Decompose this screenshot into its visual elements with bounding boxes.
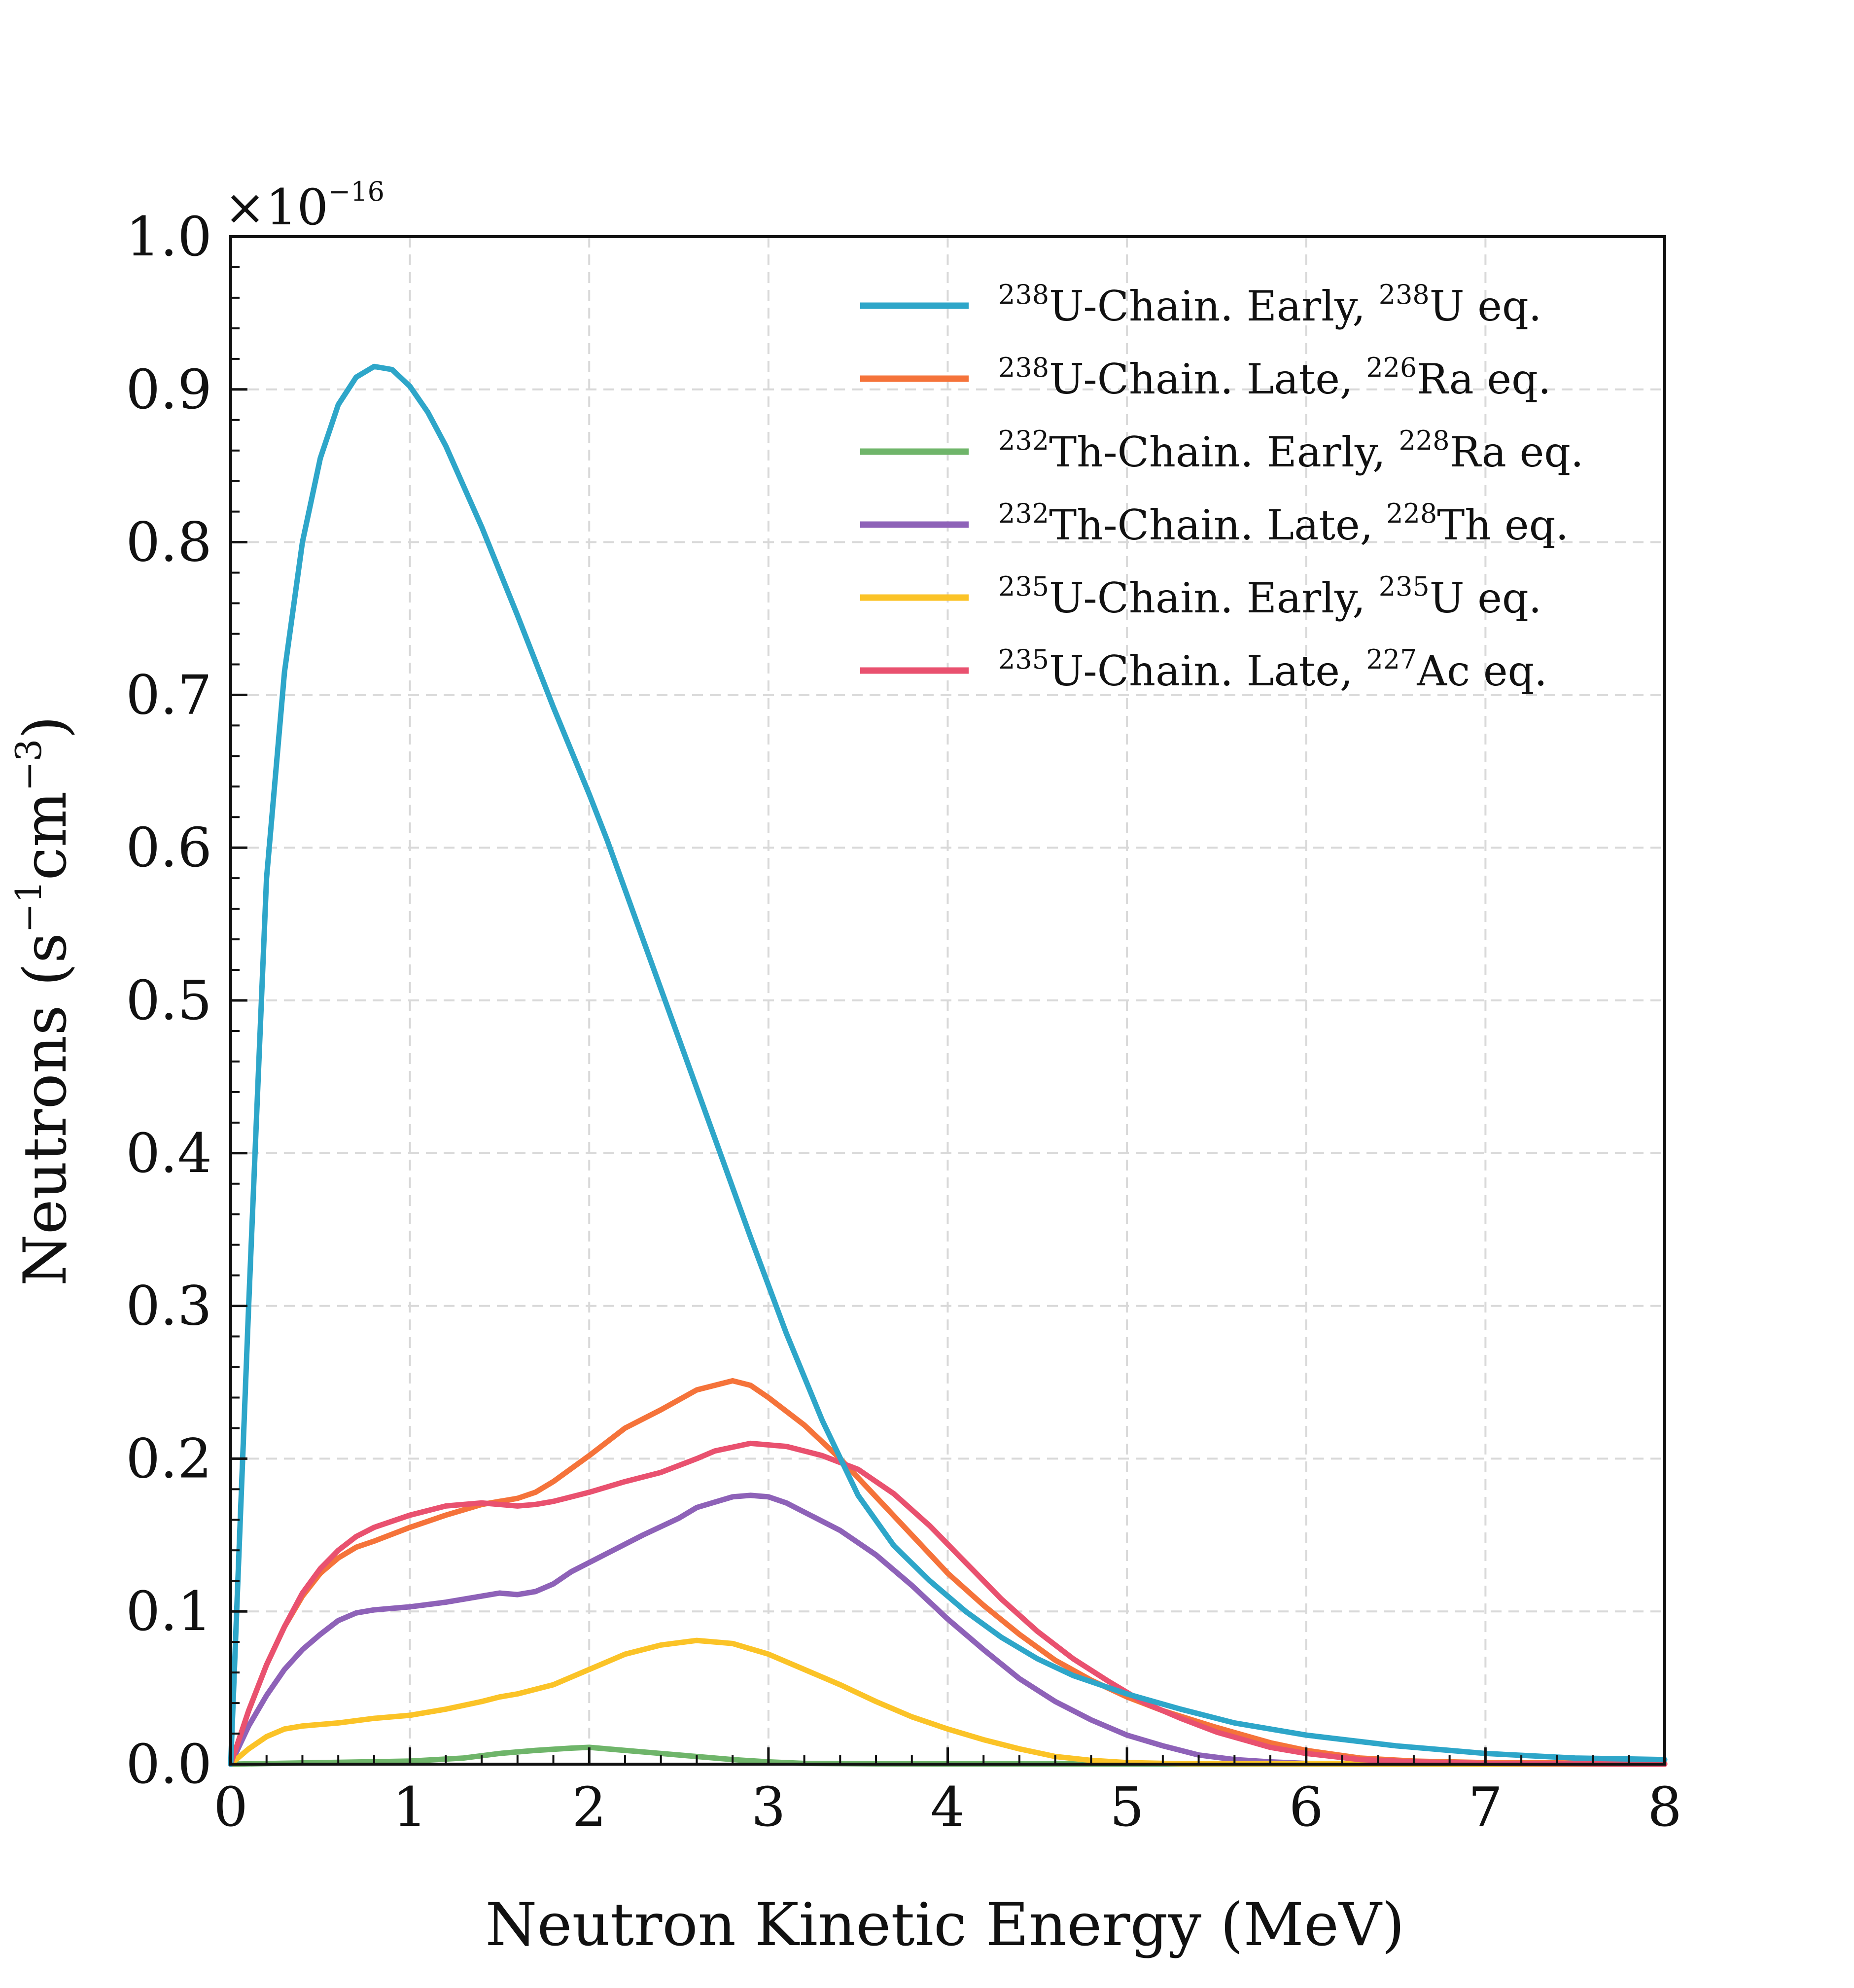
y-tick-label: 0.4: [126, 1122, 212, 1185]
legend-label-u235-early: 235U-Chain. Early, 235U eq.: [998, 571, 1541, 622]
legend-sup1: 232: [998, 498, 1049, 529]
grid: [231, 237, 1665, 1764]
legend-sup2: 238: [1379, 279, 1430, 310]
y-axis-title-mid: cm: [11, 791, 80, 881]
legend-text2: U eq.: [1430, 282, 1542, 330]
tick-labels: 0 1 2 3 4 5 6 7 8 0.0 0.1 0.2 0.3 0.4 0.5 0.6 0.7 0.8 0.9 1…: [126, 205, 1682, 1839]
y-tick-label: 1.0: [126, 205, 212, 268]
x-tick-label: 2: [572, 1775, 606, 1839]
y-tick-label: 0.8: [126, 511, 212, 574]
y-tick-label: 0.3: [126, 1275, 212, 1338]
x-tick-label: 3: [751, 1775, 786, 1839]
x-tick-label: 7: [1468, 1775, 1503, 1839]
series-lines: [228, 363, 1668, 1767]
y-scale-base: ×10: [224, 178, 328, 236]
legend-text2: Ac eq.: [1416, 647, 1547, 695]
y-axis-title-exp1: −1: [8, 881, 49, 933]
legend-sup1: 235: [998, 644, 1049, 675]
legend-text2: U eq.: [1430, 574, 1542, 622]
legend-text1: U-Chain. Early,: [1049, 574, 1379, 622]
y-axis-title-end: ): [11, 716, 80, 739]
legend-label-u235-late: 235U-Chain. Late, 227Ac eq.: [998, 644, 1547, 695]
legend-sup2: 235: [1379, 571, 1430, 602]
legend-sup2: 228: [1399, 425, 1450, 456]
y-tick-label: 0.1: [126, 1580, 212, 1643]
x-tick-label: 5: [1110, 1775, 1144, 1839]
y-scale-factor: ×10−16: [224, 176, 385, 236]
legend-label-u238-early: 238U-Chain. Early, 238U eq.: [998, 279, 1541, 330]
legend-label-th232-early: 232Th-Chain. Early, 228Ra eq.: [998, 425, 1584, 476]
legend-text1: U-Chain. Late,: [1049, 647, 1366, 695]
series-line-th232-early: [228, 1744, 1668, 1767]
y-axis-title-exp2: −3: [8, 739, 49, 791]
y-tick-label: 0.5: [126, 969, 212, 1032]
x-tick-label: 8: [1647, 1775, 1682, 1839]
series-line-u235-late: [228, 1440, 1668, 1767]
series-line-u235-early: [228, 1637, 1668, 1767]
series-line-th232-late: [228, 1492, 1668, 1767]
legend-text1: U-Chain. Late,: [1049, 355, 1366, 403]
legend-sup2: 227: [1366, 644, 1417, 675]
y-tick-label: 0.6: [126, 816, 212, 879]
axis-ticks: [229, 235, 1666, 1766]
legend-sup1: 238: [998, 279, 1049, 310]
legend-text2: Ra eq.: [1417, 355, 1551, 403]
legend-text1: Th-Chain. Late,: [1049, 501, 1386, 549]
x-tick-label: 4: [931, 1775, 965, 1839]
legend-text2: Th eq.: [1437, 501, 1569, 549]
y-axis-title-main: Neutrons (s: [11, 933, 80, 1286]
legend-sup1: 232: [998, 425, 1049, 456]
legend-sup1: 238: [998, 352, 1049, 383]
y-axis-title: Neutrons (s−1cm−3): [8, 716, 80, 1286]
x-axis-title: Neutron Kinetic Energy (MeV): [485, 1891, 1404, 1959]
legend-text1: U-Chain. Early,: [1049, 282, 1379, 330]
legend-text2: Ra eq.: [1450, 428, 1584, 476]
y-tick-label: 0.0: [126, 1733, 212, 1796]
x-tick-label: 0: [213, 1775, 248, 1839]
legend-sup1: 235: [998, 571, 1049, 602]
legend-sup2: 228: [1386, 498, 1437, 529]
x-tick-label: 1: [393, 1775, 427, 1839]
y-tick-label: 0.2: [126, 1427, 212, 1490]
series-line-u238-early: [228, 363, 1668, 1767]
legend-sup2: 226: [1366, 352, 1417, 383]
x-tick-label: 6: [1289, 1775, 1324, 1839]
y-tick-label: 0.9: [126, 358, 212, 421]
y-scale-exponent: −16: [328, 176, 385, 207]
legend-label-u238-late: 238U-Chain. Late, 226Ra eq.: [998, 352, 1551, 403]
legend: 238U-Chain. Early, 238U eq.238U-Chain. L…: [860, 279, 1584, 695]
y-tick-label: 0.7: [126, 663, 212, 726]
legend-label-th232-late: 232Th-Chain. Late, 228Th eq.: [998, 498, 1569, 549]
legend-text1: Th-Chain. Early,: [1049, 428, 1399, 476]
